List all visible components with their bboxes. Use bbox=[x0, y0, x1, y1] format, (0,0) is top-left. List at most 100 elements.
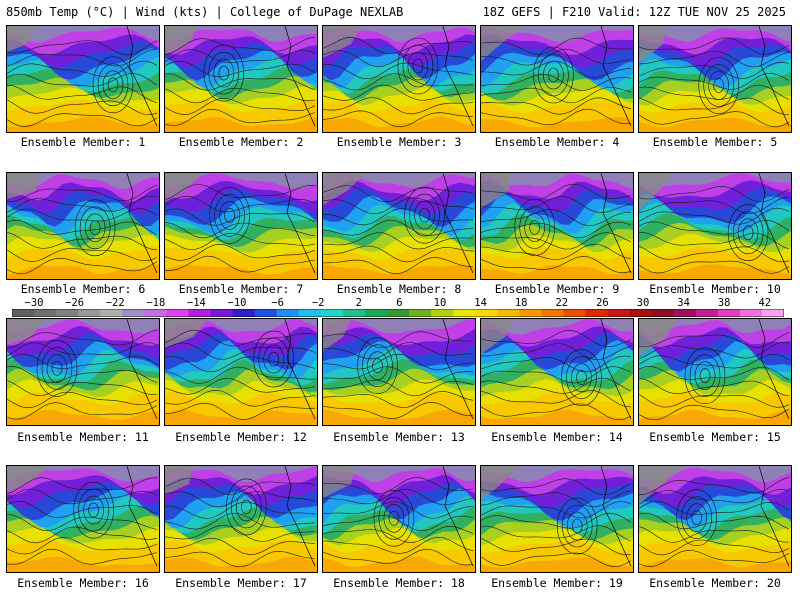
colorbar-tick-label: −6 bbox=[271, 297, 284, 309]
ensemble-map-panel[interactable] bbox=[322, 172, 476, 280]
high-terrain-area bbox=[7, 26, 35, 52]
low-pressure-contour bbox=[561, 349, 602, 406]
colorbar-tick-label: −10 bbox=[227, 297, 247, 309]
height-contour bbox=[481, 512, 632, 529]
valid-time: 18Z GEFS | F210 Valid: 12Z TUE NOV 25 20… bbox=[482, 5, 786, 19]
height-contour bbox=[639, 539, 790, 556]
height-contour bbox=[481, 552, 632, 568]
height-contour bbox=[323, 401, 474, 419]
height-contour bbox=[323, 197, 474, 215]
colorbar-tick-label: −14 bbox=[186, 297, 206, 309]
height-contour bbox=[639, 186, 790, 203]
ensemble-map-panel[interactable] bbox=[638, 172, 792, 280]
ensemble-map-panel[interactable] bbox=[164, 318, 318, 426]
colorbar-tick-labels: −30 −26 −22 −18 −14 −10 −6 −2 2 6 10 14 18 22 26 30 34 38… bbox=[0, 297, 800, 309]
low-pressure-contour bbox=[362, 344, 393, 388]
height-contour bbox=[7, 84, 158, 103]
ensemble-map-panel[interactable] bbox=[322, 465, 476, 573]
height-contour bbox=[7, 365, 158, 383]
ensemble-map-panel[interactable] bbox=[164, 465, 318, 573]
coastline bbox=[758, 466, 790, 567]
height-contour bbox=[323, 353, 474, 371]
low-pressure-contour bbox=[46, 354, 68, 383]
coastline bbox=[600, 173, 632, 274]
temperature-band bbox=[165, 466, 317, 483]
low-pressure-contour bbox=[524, 213, 546, 242]
ensemble-map-panel[interactable] bbox=[480, 318, 634, 426]
height-contour bbox=[481, 390, 632, 408]
height-contour bbox=[7, 49, 158, 67]
ensemble-member-label: Ensemble Member: 5 bbox=[652, 135, 778, 149]
low-pressure-contour bbox=[681, 496, 713, 540]
height-contour bbox=[323, 97, 474, 115]
low-pressure-contour bbox=[89, 220, 101, 236]
low-pressure-contour bbox=[107, 77, 119, 93]
height-contour bbox=[639, 111, 790, 128]
low-pressure-contour bbox=[367, 351, 388, 381]
high-terrain-area bbox=[639, 26, 667, 64]
ensemble-map-panel[interactable] bbox=[164, 172, 318, 280]
temperature-map bbox=[7, 319, 159, 425]
coastline bbox=[126, 466, 158, 567]
height-contour bbox=[165, 49, 316, 63]
height-contour bbox=[323, 73, 474, 91]
low-pressure-contour bbox=[83, 495, 104, 525]
height-contour bbox=[323, 219, 474, 236]
ensemble-map-panel[interactable] bbox=[6, 25, 160, 133]
temperature-band bbox=[165, 173, 317, 189]
height-contour bbox=[165, 537, 316, 555]
ensemble-map-panel[interactable] bbox=[480, 465, 634, 573]
height-contour bbox=[639, 260, 790, 274]
low-pressure-contour bbox=[97, 63, 129, 107]
coastline bbox=[442, 173, 474, 274]
low-pressure-contour bbox=[698, 57, 739, 114]
temperature-band bbox=[7, 466, 159, 482]
low-pressure-contour bbox=[224, 208, 235, 223]
coastline bbox=[758, 26, 790, 127]
ensemble-map-panel[interactable] bbox=[480, 172, 634, 280]
high-terrain-area bbox=[165, 26, 198, 55]
low-pressure-contour bbox=[203, 44, 245, 102]
coastline bbox=[284, 173, 316, 274]
height-contour bbox=[639, 61, 790, 79]
low-pressure-contour bbox=[74, 199, 116, 257]
low-pressure-contour bbox=[357, 337, 398, 395]
ensemble-member-label: Ensemble Member: 14 bbox=[491, 430, 623, 444]
height-contour bbox=[481, 478, 632, 496]
coastline bbox=[600, 319, 632, 420]
ensemble-map-panel[interactable] bbox=[638, 25, 792, 133]
ensemble-map-panel[interactable] bbox=[164, 25, 318, 133]
height-contour bbox=[7, 402, 158, 420]
height-contour bbox=[165, 356, 316, 373]
low-pressure-contour bbox=[571, 518, 583, 534]
high-terrain-area bbox=[639, 466, 682, 504]
height-contour bbox=[7, 219, 158, 236]
height-contour bbox=[639, 488, 790, 505]
height-contour bbox=[323, 514, 474, 531]
low-pressure-contour bbox=[79, 206, 111, 250]
colorbar-swatch bbox=[254, 309, 278, 317]
low-pressure-contour bbox=[213, 58, 235, 88]
ensemble-map-panel[interactable] bbox=[6, 172, 160, 280]
ensemble-map-panel[interactable] bbox=[6, 465, 160, 573]
product-title: 850mb Temp (°C) | Wind (kts) | College o… bbox=[6, 5, 404, 19]
temperature-map bbox=[323, 319, 475, 425]
height-contour bbox=[481, 255, 632, 274]
colorbar-swatch bbox=[541, 309, 564, 317]
ensemble-map-panel[interactable] bbox=[638, 465, 792, 573]
height-contour bbox=[481, 97, 632, 115]
ensemble-member-label: Ensemble Member: 3 bbox=[336, 135, 462, 149]
low-pressure-contour bbox=[383, 503, 405, 533]
ensemble-map-panel[interactable] bbox=[480, 25, 634, 133]
ensemble-member-label: Ensemble Member: 12 bbox=[175, 430, 307, 444]
high-terrain-area bbox=[481, 319, 514, 354]
temperature-band bbox=[7, 319, 159, 334]
temperature-band bbox=[639, 26, 791, 43]
low-pressure-contour bbox=[78, 488, 109, 532]
ensemble-map-panel[interactable] bbox=[638, 318, 792, 426]
ensemble-map-panel[interactable] bbox=[322, 25, 476, 133]
colorbar-swatch bbox=[34, 309, 57, 317]
colorbar-swatch bbox=[188, 309, 212, 317]
ensemble-map-panel[interactable] bbox=[322, 318, 476, 426]
ensemble-map-panel[interactable] bbox=[6, 318, 160, 426]
